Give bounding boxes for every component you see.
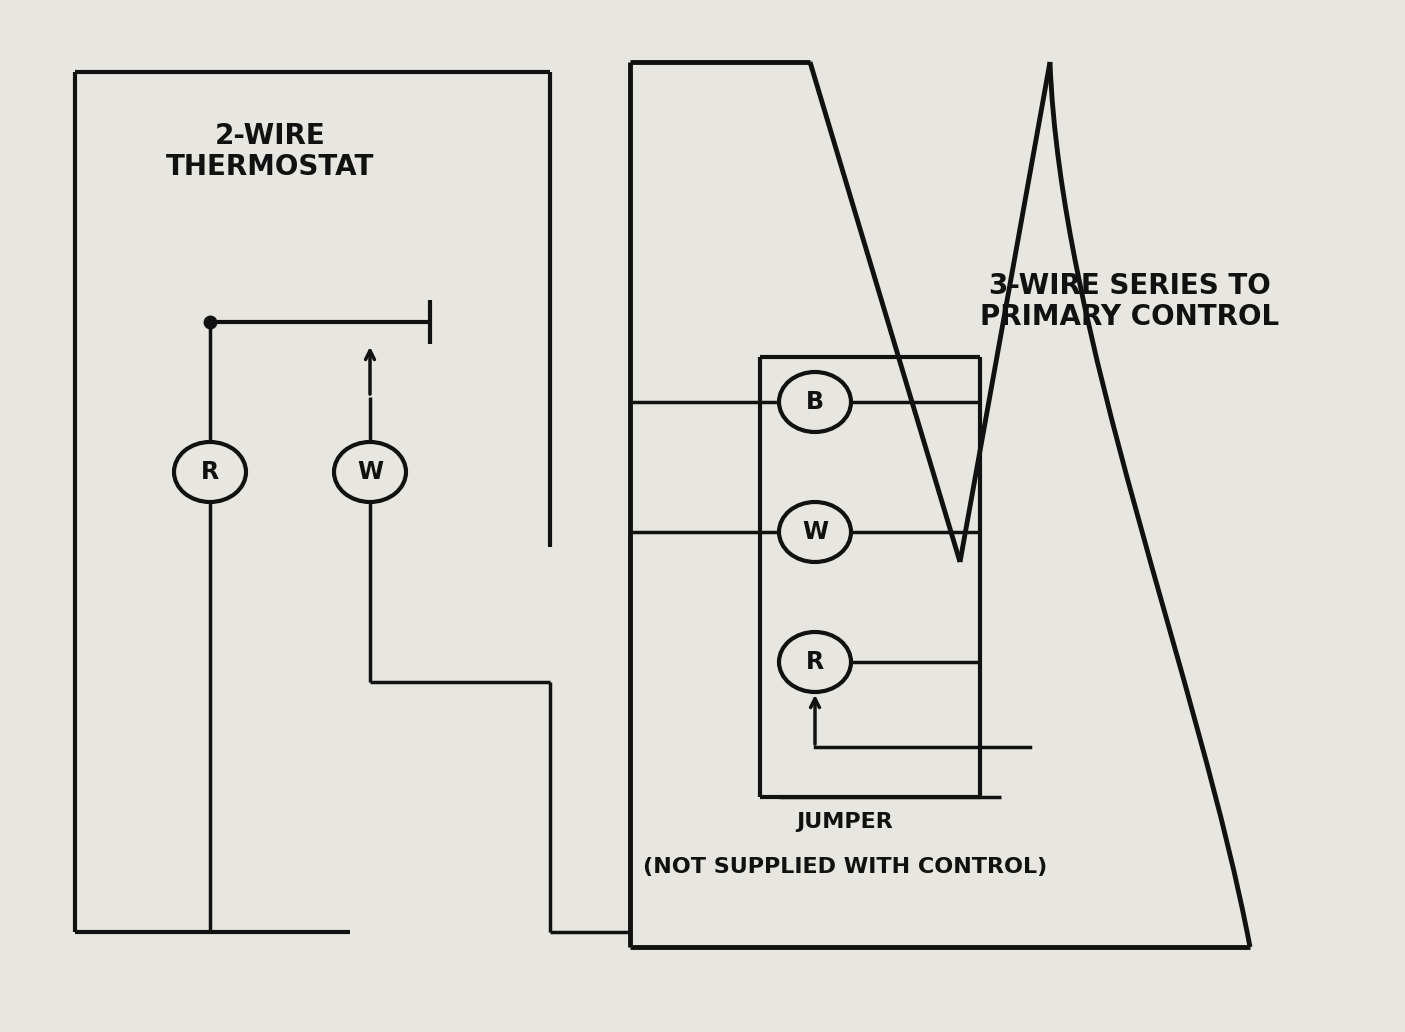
Ellipse shape (778, 632, 851, 692)
Text: B: B (806, 390, 823, 414)
Ellipse shape (778, 502, 851, 562)
Text: R: R (806, 650, 825, 674)
Text: W: W (802, 520, 828, 544)
Text: JUMPER: JUMPER (797, 812, 894, 832)
Text: R: R (201, 460, 219, 484)
Text: 3-WIRE SERIES TO
PRIMARY CONTROL: 3-WIRE SERIES TO PRIMARY CONTROL (981, 272, 1280, 331)
Text: 2-WIRE
THERMOSTAT: 2-WIRE THERMOSTAT (166, 122, 374, 182)
Text: W: W (357, 460, 384, 484)
Ellipse shape (174, 442, 246, 502)
Text: (NOT SUPPLIED WITH CONTROL): (NOT SUPPLIED WITH CONTROL) (643, 857, 1047, 877)
Ellipse shape (778, 372, 851, 432)
Ellipse shape (334, 442, 406, 502)
